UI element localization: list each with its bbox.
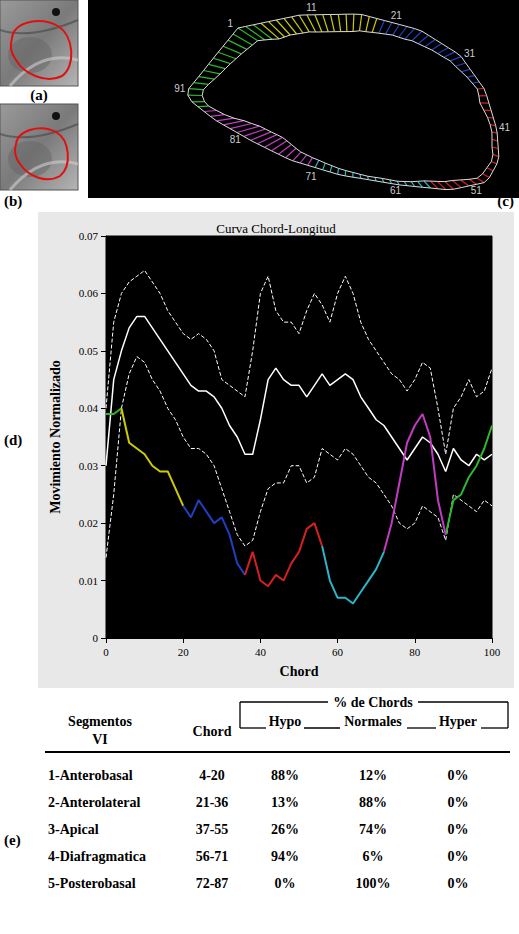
svg-text:0.01: 0.01 — [79, 575, 98, 587]
svg-text:0%: 0% — [448, 768, 469, 783]
svg-text:72-87: 72-87 — [196, 876, 229, 891]
svg-text:Hypo: Hypo — [269, 714, 302, 729]
svg-text:41: 41 — [499, 122, 511, 133]
svg-text:0%: 0% — [275, 876, 296, 891]
svg-text:Normales: Normales — [344, 714, 402, 729]
svg-text:(a): (a) — [30, 87, 48, 104]
svg-text:12%: 12% — [359, 768, 387, 783]
svg-text:6%: 6% — [363, 849, 384, 864]
svg-text:Segmentos: Segmentos — [68, 714, 132, 729]
svg-text:0.03: 0.03 — [79, 460, 99, 472]
svg-text:88%: 88% — [359, 795, 387, 810]
svg-text:80: 80 — [409, 646, 421, 658]
svg-text:0.04: 0.04 — [79, 402, 99, 414]
svg-text:31: 31 — [464, 48, 476, 59]
svg-text:0%: 0% — [448, 795, 469, 810]
svg-text:3-Apical: 3-Apical — [48, 822, 99, 837]
svg-text:0: 0 — [93, 632, 99, 644]
svg-text:11: 11 — [306, 2, 317, 13]
svg-text:21: 21 — [391, 10, 403, 21]
svg-text:Movimiento Normalizado: Movimiento Normalizado — [48, 360, 63, 514]
svg-text:(c): (c) — [497, 193, 514, 209]
svg-text:26%: 26% — [271, 822, 299, 837]
svg-text:37-55: 37-55 — [196, 822, 229, 837]
svg-text:0%: 0% — [448, 876, 469, 891]
svg-text:56-71: 56-71 — [196, 849, 229, 864]
svg-text:0.06: 0.06 — [79, 287, 99, 299]
svg-text:74%: 74% — [359, 822, 387, 837]
svg-text:0: 0 — [103, 646, 109, 658]
svg-text:0.02: 0.02 — [79, 517, 98, 529]
svg-text:61: 61 — [390, 185, 402, 196]
svg-text:51: 51 — [471, 185, 483, 196]
svg-text:5-Posterobasal: 5-Posterobasal — [48, 876, 136, 891]
svg-text:Chord: Chord — [193, 724, 232, 739]
svg-text:81: 81 — [230, 134, 242, 145]
svg-text:2-Anterolateral: 2-Anterolateral — [48, 795, 140, 810]
svg-text:Chord: Chord — [280, 664, 319, 679]
svg-text:71: 71 — [305, 171, 317, 182]
svg-text:20: 20 — [178, 646, 190, 658]
svg-text:91: 91 — [174, 83, 186, 94]
svg-text:% de Chords: % de Chords — [333, 695, 413, 710]
svg-text:Curva Chord-Longitud: Curva Chord-Longitud — [216, 221, 336, 236]
svg-text:1: 1 — [228, 18, 234, 29]
svg-text:(d): (d) — [4, 432, 22, 449]
svg-text:100: 100 — [484, 646, 501, 658]
svg-text:88%: 88% — [271, 768, 299, 783]
svg-text:21-36: 21-36 — [196, 795, 229, 810]
svg-text:1-Anterobasal: 1-Anterobasal — [48, 768, 133, 783]
svg-text:60: 60 — [332, 646, 344, 658]
svg-text:4-Diafragmatica: 4-Diafragmatica — [48, 849, 146, 864]
svg-text:94%: 94% — [271, 849, 299, 864]
svg-text:0%: 0% — [448, 849, 469, 864]
svg-text:VI: VI — [92, 732, 108, 747]
svg-text:40: 40 — [255, 646, 267, 658]
svg-text:Hyper: Hyper — [439, 714, 477, 729]
svg-text:(b): (b) — [4, 193, 22, 210]
svg-text:0.07: 0.07 — [79, 230, 99, 242]
svg-text:0.05: 0.05 — [79, 345, 99, 357]
svg-text:(e): (e) — [4, 832, 21, 849]
svg-text:0%: 0% — [448, 822, 469, 837]
svg-text:4-20: 4-20 — [199, 768, 225, 783]
svg-text:100%: 100% — [356, 876, 391, 891]
svg-text:13%: 13% — [271, 795, 299, 810]
